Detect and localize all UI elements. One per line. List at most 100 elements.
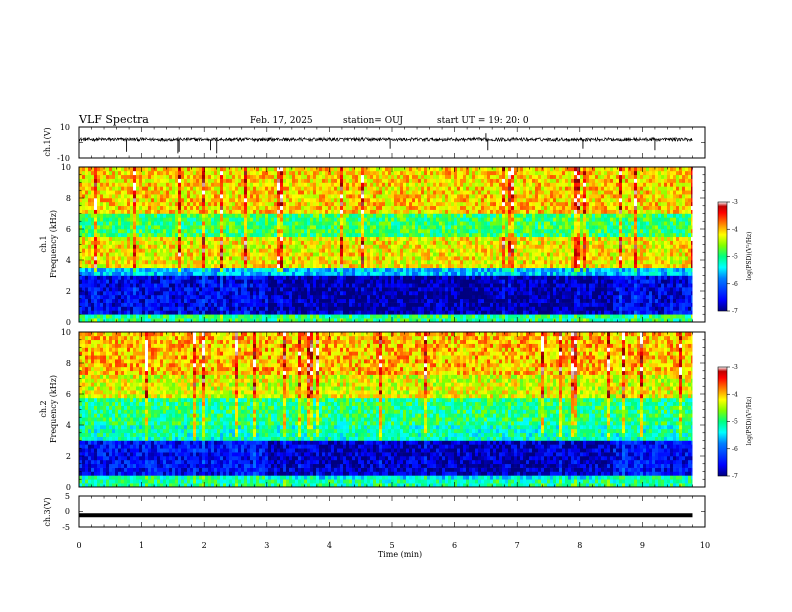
spectrogram-cell	[193, 314, 196, 318]
spectrogram-cell	[133, 307, 136, 311]
spectrogram-cell	[142, 264, 145, 268]
spectrogram-cell	[259, 225, 262, 229]
spectrogram-cell	[370, 229, 373, 233]
spectrogram-cell	[385, 303, 388, 307]
spectrogram-cell	[388, 225, 391, 229]
spectrogram-cell	[235, 175, 238, 179]
spectrogram-cell	[412, 245, 415, 249]
spectrogram-cell	[283, 194, 286, 198]
spectrogram-cell	[283, 217, 286, 221]
spectrogram-cell	[433, 295, 436, 299]
spectrogram-cell	[364, 245, 367, 249]
spectrogram-cell	[166, 225, 169, 229]
spectrogram-cell	[100, 268, 103, 272]
spectrogram-cell	[133, 268, 136, 272]
spectrogram-cell	[250, 272, 253, 276]
spectrogram-cell	[232, 190, 235, 194]
spectrogram-cell	[184, 233, 187, 237]
spectrogram-cell	[442, 225, 445, 229]
spectrogram-cell	[145, 314, 148, 318]
spectrogram-cell	[298, 245, 301, 249]
spectrogram-cell	[241, 175, 244, 179]
spectrogram-cell	[286, 221, 289, 225]
spectrogram-cell	[136, 167, 139, 171]
spectrogram-cell	[391, 214, 394, 218]
spectrogram-cell	[112, 245, 115, 249]
spectrogram-cell	[106, 248, 109, 252]
spectrogram-cell	[169, 214, 172, 218]
spectrogram-cell	[175, 307, 178, 311]
spectrogram-cell	[397, 287, 400, 291]
spectrogram-cell	[322, 248, 325, 252]
spectrogram-cell	[223, 167, 226, 171]
spectrogram-cell	[265, 233, 268, 237]
spectrogram-cell	[337, 175, 340, 179]
spectrogram-cell	[85, 260, 88, 264]
spectrogram-cell	[151, 179, 154, 183]
spectrogram-cell	[334, 229, 337, 233]
spectrogram-cell	[88, 310, 91, 314]
spectrogram-cell	[343, 283, 346, 287]
spectrogram-cell	[181, 221, 184, 225]
spectrogram-cell	[103, 291, 106, 295]
spectrogram-cell	[292, 217, 295, 221]
spectrogram-cell	[220, 186, 223, 190]
spectrogram-cell	[160, 171, 163, 175]
spectrogram-cell	[85, 175, 88, 179]
spectrogram-cell	[136, 221, 139, 225]
spectrogram-cell	[241, 229, 244, 233]
spectrogram-cell	[289, 279, 292, 283]
spectrogram-cell	[244, 283, 247, 287]
spectrogram-cell	[280, 221, 283, 225]
spectrogram-cell	[259, 272, 262, 276]
spectrogram-cell	[229, 295, 232, 299]
spectrogram-cell	[274, 295, 277, 299]
spectrogram-cell	[271, 237, 274, 241]
spectrogram-cell	[196, 217, 199, 221]
spectrogram-cell	[250, 283, 253, 287]
spectrogram-cell	[346, 260, 349, 264]
spectrogram-cell	[148, 314, 151, 318]
spectrogram-cell	[265, 183, 268, 187]
spectrogram-cell	[106, 237, 109, 241]
spectrogram-cell	[262, 314, 265, 318]
spectrogram-cell	[376, 175, 379, 179]
spectrogram-cell	[154, 179, 157, 183]
spectrogram-cell	[91, 241, 94, 245]
spectrogram-cell	[175, 287, 178, 291]
spectrogram-cell	[181, 179, 184, 183]
spectrogram-cell	[250, 241, 253, 245]
spectrogram-cell	[397, 248, 400, 252]
spectrogram-cell	[328, 198, 331, 202]
spectrogram-cell	[391, 272, 394, 276]
spectrogram-cell	[163, 307, 166, 311]
spectrogram-cell	[133, 283, 136, 287]
spectrogram-cell	[160, 229, 163, 233]
spectrogram-cell	[190, 229, 193, 233]
spectrogram-cell	[301, 314, 304, 318]
spectrogram-cell	[391, 194, 394, 198]
spectrogram-cell	[271, 214, 274, 218]
spectrogram-cell	[352, 256, 355, 260]
spectrogram-cell	[295, 206, 298, 210]
spectrogram-cell	[316, 186, 319, 190]
spectrogram-cell	[262, 194, 265, 198]
spectrogram-cell	[289, 283, 292, 287]
spectrogram-cell	[376, 276, 379, 280]
spectrogram-cell	[400, 276, 403, 280]
spectrogram-cell	[256, 171, 259, 175]
spectrogram-cell	[160, 217, 163, 221]
spectrogram-cell	[388, 179, 391, 183]
spectrogram-cell	[220, 225, 223, 229]
spectrogram-cell	[427, 245, 430, 249]
spectrogram-cell	[364, 276, 367, 280]
spectrogram-cell	[304, 233, 307, 237]
spectrogram-cell	[226, 303, 229, 307]
spectrogram-cell	[292, 310, 295, 314]
spectrogram-cell	[148, 310, 151, 314]
spectrogram-cell	[319, 299, 322, 303]
spectrogram-cell	[85, 217, 88, 221]
spectrogram-cell	[433, 229, 436, 233]
spectrogram-cell	[283, 237, 286, 241]
spectrogram-cell	[286, 310, 289, 314]
